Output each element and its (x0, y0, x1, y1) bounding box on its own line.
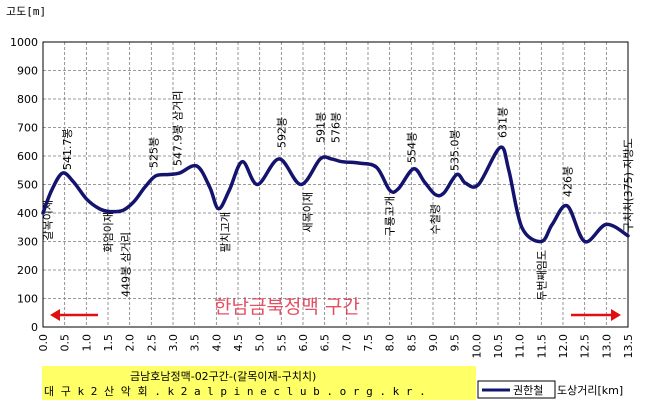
legend-box (477, 380, 556, 399)
x-tick-label: 0.0 (37, 334, 50, 352)
y-tick-label: 500 (17, 179, 38, 192)
x-tick-label: 5.0 (254, 334, 267, 352)
peak-label: 547.9봉 삼거리 (171, 91, 184, 166)
peak-label: 수철령 (429, 204, 442, 234)
peak-label: 631봉 (496, 107, 509, 138)
peak-label: 449봉 삼거리 (119, 232, 132, 297)
y-tick-label: 0 (31, 321, 38, 334)
x-tick-label: 3.5 (189, 334, 202, 352)
peak-label: 갈목이재 (40, 200, 54, 240)
x-tick-label: 4.0 (210, 334, 223, 352)
peak-label: 576봉 (330, 112, 343, 143)
x-axis-label: 도상거리[km] (557, 384, 623, 397)
x-tick-label: 12.5 (579, 334, 592, 359)
peak-label: 구치치(375) 지방도 (622, 138, 635, 232)
x-tick-label: 1.0 (80, 334, 93, 352)
elevation-line (41, 145, 630, 244)
x-tick-label: 7.5 (362, 334, 375, 352)
y-tick-label: 700 (17, 122, 38, 135)
x-tick-label: 4.5 (232, 334, 245, 352)
y-tick-label: 200 (17, 264, 38, 277)
right-arrow-icon (571, 309, 621, 321)
peak-label: 541.7봉 (61, 128, 74, 170)
x-tick-label: 2.5 (145, 334, 158, 352)
y-tick-label: 900 (17, 65, 38, 78)
x-tick-label: 8.5 (405, 334, 418, 352)
info-box (42, 366, 476, 400)
y-tick-label: 300 (17, 236, 38, 249)
y-tick-label: 800 (17, 93, 38, 106)
x-tick-label: 12.0 (557, 334, 570, 359)
y-axis-label: 고도[m] (6, 5, 46, 18)
x-tick-label: 10.0 (470, 334, 483, 359)
left-arrow-icon (50, 309, 98, 321)
peak-label: 두번째임도 (535, 250, 548, 301)
peak-label: 새목이재 (301, 192, 314, 232)
x-tick-label: 10.5 (492, 334, 505, 359)
y-tick-label: 100 (17, 293, 38, 306)
info-club: 대 구 k 2 산 악 회 . k 2 a l p i n e c l u b … (44, 385, 426, 398)
x-tick-label: 11.0 (514, 334, 527, 359)
section-overlay-text: 한남금북정맥 구간 (214, 296, 360, 318)
x-tick-label: 5.5 (275, 334, 288, 352)
legend-series-name: 권한철 (513, 384, 543, 397)
y-tick-labels: 0 100 200 300 400 500 600 700 800 900 1000 (10, 36, 38, 334)
peak-label: 535.0봉 (449, 129, 462, 171)
x-tick-label: 6.0 (297, 334, 310, 352)
y-tick-label: 600 (17, 150, 38, 163)
x-tick-label: 13.0 (600, 334, 613, 359)
x-tick-label: 9.5 (449, 334, 462, 352)
plot-border (42, 41, 629, 328)
x-tick-label: 13.5 (622, 334, 635, 359)
x-tick-label: 8.0 (384, 334, 397, 352)
peak-label: 구룡고개 (384, 196, 397, 236)
x-tick-label: 9.0 (427, 334, 440, 352)
peak-label: 592봉 (275, 117, 288, 148)
x-tick-label: 6.5 (319, 334, 332, 352)
peak-label: 525봉 (148, 137, 161, 168)
x-tick-label: 7.0 (340, 334, 353, 352)
x-tick-labels: 0.0 0.5 1.0 1.5 2.0 2.5 3.0 3.5 4.0 4.5 5.0 5.5 6.0 6… (37, 334, 635, 359)
x-tick-label: 11.5 (535, 334, 548, 359)
peak-label: 화엄이재 (102, 212, 115, 252)
peak-label: 426봉 (561, 166, 574, 197)
x-tick-label: 3.0 (167, 334, 180, 352)
y-tick-label: 400 (17, 207, 38, 220)
peak-label: 591봉 (314, 112, 327, 143)
peak-label: 554봉 (405, 132, 418, 163)
x-tick-label: 1.5 (102, 334, 115, 352)
info-title: 금남호남정맥-02구간-(갈목이재-구치치) (130, 369, 316, 383)
x-tick-label: 2.0 (124, 334, 137, 352)
peak-label: 팔치고개 (219, 212, 232, 252)
x-tick-label: 0.5 (59, 334, 72, 352)
y-tick-label: 1000 (10, 36, 38, 49)
